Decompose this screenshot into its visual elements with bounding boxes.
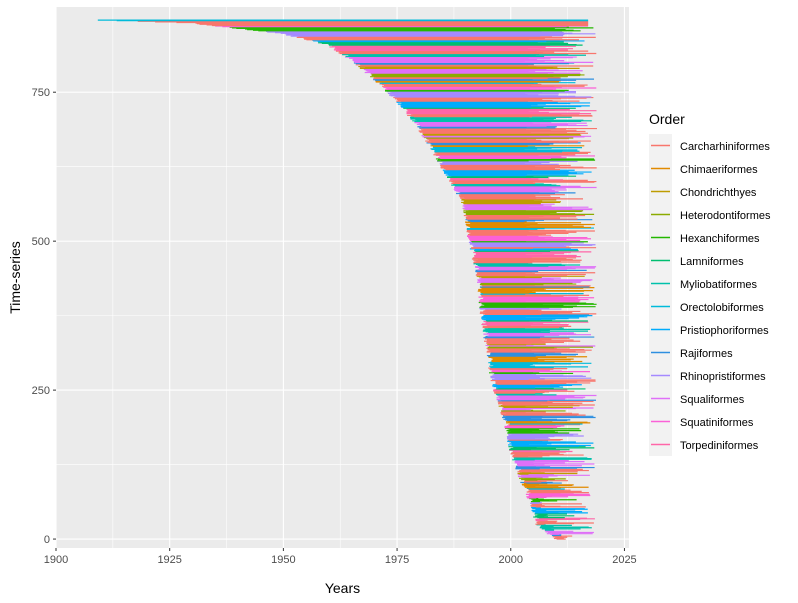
legend-entry-label: Rhinopristiformes — [680, 371, 766, 383]
x-tick-label: 1975 — [385, 554, 409, 566]
y-axis: 0 250 500 750 — [32, 87, 56, 546]
legend-title: Order — [649, 111, 685, 127]
legend-entry-label: Orectolobiformes — [680, 302, 764, 314]
y-tick-label: 0 — [44, 534, 50, 546]
x-tick-label: 2000 — [499, 554, 523, 566]
legend-entry-label: Squatiniformes — [680, 417, 754, 429]
gridlines — [55, 7, 629, 548]
x-tick-label: 1925 — [157, 554, 181, 566]
x-tick-label: 1950 — [271, 554, 295, 566]
x-tick-label: 2025 — [612, 554, 636, 566]
legend-entry-label: Lamniformes — [680, 256, 744, 268]
series-bars — [97, 19, 597, 540]
x-axis-title: Years — [325, 580, 360, 596]
legend-entry-label: Chimaeriformes — [680, 164, 758, 176]
y-tick-label: 500 — [32, 236, 50, 248]
y-axis-title: Time-series — [7, 241, 23, 314]
legend-entry-label: Myliobatiformes — [680, 279, 758, 291]
legend-entry-label: Chondrichthyes — [680, 187, 757, 199]
legend-entry-label: Torpediniformes — [680, 440, 759, 452]
legend-entry-label: Heterodontiformes — [680, 210, 771, 222]
legend-entry-label: Carcharhiniformes — [680, 141, 770, 153]
legend-entry-label: Rajiformes — [680, 348, 733, 360]
x-axis: 1900 1925 1950 1975 2000 2025 — [44, 548, 637, 566]
legend-entry-label: Hexanchiformes — [680, 233, 760, 245]
legend-entry-label: Squaliformes — [680, 394, 745, 406]
y-tick-label: 750 — [32, 87, 50, 99]
legend-entry-label: Pristiophoriformes — [680, 325, 769, 337]
y-tick-label: 250 — [32, 385, 50, 397]
legend: Order Carcharhiniformes Chimaeriformes Chon… — [649, 111, 771, 456]
x-tick-label: 1900 — [44, 554, 68, 566]
